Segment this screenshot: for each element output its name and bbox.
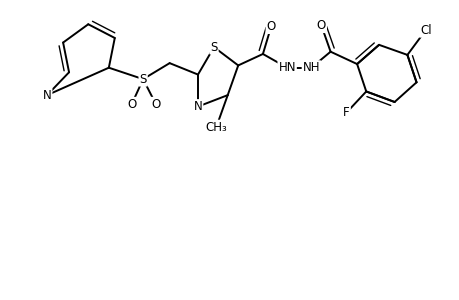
Text: N: N <box>43 88 51 102</box>
Text: Cl: Cl <box>419 24 431 37</box>
Text: O: O <box>316 19 325 32</box>
Text: S: S <box>139 73 146 85</box>
Text: F: F <box>342 106 349 119</box>
Text: NH: NH <box>302 61 319 74</box>
Text: S: S <box>210 40 217 54</box>
Text: N: N <box>193 100 202 113</box>
Text: O: O <box>151 98 160 111</box>
Text: CH₃: CH₃ <box>205 121 227 134</box>
Text: HN: HN <box>278 61 295 74</box>
Text: O: O <box>266 20 275 33</box>
Text: O: O <box>127 98 136 111</box>
